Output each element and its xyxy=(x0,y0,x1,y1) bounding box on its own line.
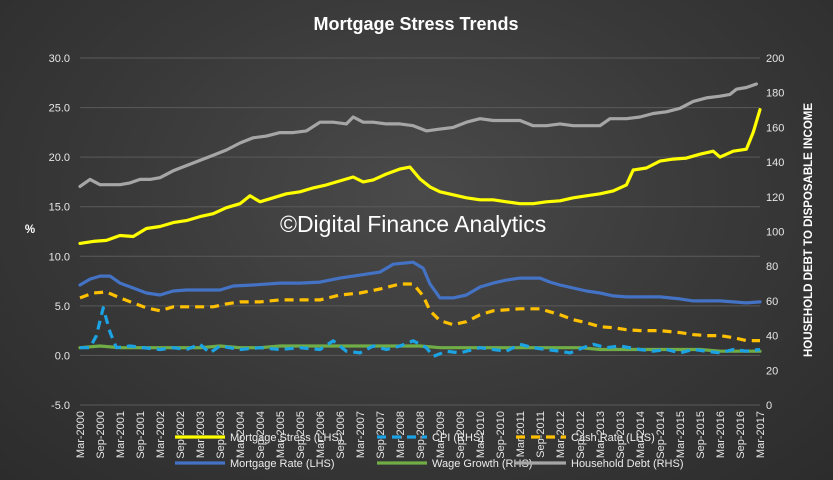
legend: Mortgage Stress (LHS) CPI (RHS) Cash Rate … xyxy=(175,432,684,470)
x-tick-label: Sep-2004 xyxy=(255,411,267,459)
right-tick-label: 160 xyxy=(766,122,784,134)
series-lines xyxy=(78,82,762,358)
legend-label: Cash Rate (LHS) xyxy=(571,432,655,444)
x-tick-label: Sep-2011 xyxy=(535,411,547,458)
x-tick-label: Sep-2006 xyxy=(335,411,347,459)
right-axis-ticks: 0 20 40 60 80 100 120 140 160 180 200 xyxy=(766,53,784,412)
x-tick-label: Sep-2000 xyxy=(95,411,107,459)
x-tick-label: Mar-2010 xyxy=(475,411,487,458)
x-tick-label: Sep-2009 xyxy=(455,411,467,459)
x-tick-label: Mar-2003 xyxy=(195,411,207,458)
right-tick-label: 20 xyxy=(766,365,778,377)
series-line xyxy=(78,82,758,188)
x-tick-label: Mar-2008 xyxy=(395,411,407,458)
legend-label: Household Debt (RHS) xyxy=(571,458,684,470)
right-tick-label: 80 xyxy=(766,261,778,273)
x-tick-label: Mar-2016 xyxy=(715,411,727,458)
right-tick-label: 140 xyxy=(766,157,784,169)
x-tick-label: Mar-2012 xyxy=(555,411,567,458)
right-tick-label: 60 xyxy=(766,296,778,308)
legend-label: CPI (RHS) xyxy=(432,432,484,444)
right-tick-label: 0 xyxy=(766,400,772,412)
x-tick-label: Mar-2013 xyxy=(595,411,607,458)
left-tick-label: 5.0 xyxy=(55,301,70,313)
x-tick-label: Mar-2015 xyxy=(675,411,687,458)
series-line xyxy=(78,260,762,305)
x-axis-ticks: Mar-2000 Sep-2000 Mar-2001 Sep-2001 Mar-2002… xyxy=(75,411,767,459)
x-tick-label: Mar-2017 xyxy=(755,411,767,458)
left-tick-label: 10.0 xyxy=(49,251,70,263)
x-tick-label: Mar-2009 xyxy=(435,411,447,458)
left-axis-ticks: -5.0 0.0 5.0 10.0 15.0 20.0 25.0 30.0 xyxy=(49,53,70,412)
left-tick-label: 0.0 xyxy=(55,350,70,362)
x-tick-label: Mar-2014 xyxy=(635,411,647,458)
x-tick-label: Mar-2004 xyxy=(235,411,247,458)
x-tick-label: Sep-2014 xyxy=(655,411,667,459)
x-tick-label: Sep-2003 xyxy=(215,411,227,459)
right-tick-label: 40 xyxy=(766,331,778,343)
chart-title: Mortgage Stress Trends xyxy=(313,14,518,34)
legend-label: Mortgage Stress (LHS) xyxy=(230,432,342,444)
x-tick-label: Mar-2006 xyxy=(315,411,327,458)
x-tick-label: Sep-2007 xyxy=(375,411,387,459)
x-tick-label: Mar-2007 xyxy=(355,411,367,458)
left-tick-label: 15.0 xyxy=(49,202,70,214)
x-tick-label: Mar-2002 xyxy=(155,411,167,458)
right-tick-label: 100 xyxy=(766,227,784,239)
x-tick-label: Sep-2013 xyxy=(615,411,627,459)
x-tick-label: Sep-2002 xyxy=(175,411,187,459)
x-tick-label: Sep-2012 xyxy=(575,411,587,459)
watermark: ©Digital Finance Analytics xyxy=(280,211,546,237)
gridlines xyxy=(80,57,760,406)
x-tick-label: Sep-2008 xyxy=(415,411,427,459)
x-tick-label: Mar-2001 xyxy=(115,411,127,458)
legend-label: Wage Growth (RHS) xyxy=(432,458,532,470)
x-tick-label: Sep-2015 xyxy=(695,411,707,459)
left-tick-label: 25.0 xyxy=(49,103,70,115)
x-tick-label: Mar-2000 xyxy=(75,411,87,458)
left-tick-label: -5.0 xyxy=(51,400,70,412)
x-tick-label: Mar-2005 xyxy=(275,411,287,458)
x-tick-label: Sep-2005 xyxy=(295,411,307,459)
left-tick-label: 30.0 xyxy=(49,53,70,65)
legend-label: Mortgage Rate (LHS) xyxy=(230,458,335,470)
left-axis-title: % xyxy=(25,224,35,236)
right-tick-label: 120 xyxy=(766,192,784,204)
right-tick-label: 180 xyxy=(766,88,784,100)
right-axis-title: HOUSEHOLD DEBT TO DISPOSABLE INCOME xyxy=(803,103,815,357)
x-tick-label: Mar-2011 xyxy=(515,411,527,457)
x-tick-label: Sep-2016 xyxy=(735,411,747,459)
left-tick-label: 20.0 xyxy=(49,152,70,164)
series-line xyxy=(78,108,762,245)
x-tick-label: Sep-2001 xyxy=(135,411,147,459)
series-line xyxy=(79,282,760,343)
right-tick-label: 200 xyxy=(766,53,784,65)
x-tick-label: Sep-2010 xyxy=(495,411,507,459)
